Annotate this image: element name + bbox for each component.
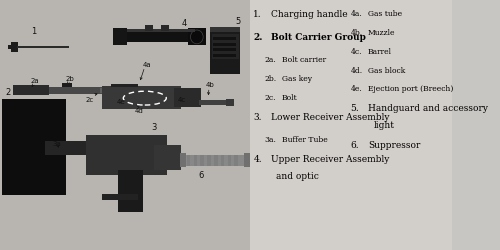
Bar	[234, 156, 238, 166]
Bar	[160, 26, 169, 32]
Bar	[212, 54, 236, 58]
Text: Muzzle: Muzzle	[368, 29, 396, 37]
Text: Bolt Carrier Group: Bolt Carrier Group	[270, 33, 366, 42]
Bar	[228, 156, 231, 166]
Bar	[187, 156, 190, 166]
Text: 4a: 4a	[142, 62, 151, 68]
Bar	[251, 0, 452, 250]
Bar	[17, 47, 69, 49]
Text: 4b: 4b	[206, 82, 214, 88]
Bar	[210, 30, 240, 75]
Bar	[244, 154, 250, 168]
Bar	[145, 26, 153, 32]
Text: 2a: 2a	[31, 78, 40, 84]
Text: 2c.: 2c.	[264, 94, 276, 102]
Bar	[62, 84, 72, 88]
Bar	[45, 141, 104, 155]
Text: 4d.: 4d.	[350, 66, 363, 74]
Text: 4e.: 4e.	[350, 85, 362, 93]
Bar	[12, 86, 49, 96]
Text: 2b: 2b	[66, 76, 74, 82]
Text: Ejection port (Breech): Ejection port (Breech)	[368, 85, 453, 93]
Text: 3a.: 3a.	[264, 135, 276, 143]
Text: 1: 1	[32, 26, 36, 36]
Bar	[212, 38, 236, 41]
Text: 3.: 3.	[254, 112, 262, 121]
Bar	[12, 43, 18, 52]
Bar	[113, 32, 202, 42]
Bar	[188, 29, 206, 46]
Bar	[181, 155, 246, 166]
Text: Handguard and accessory: Handguard and accessory	[368, 104, 488, 113]
Text: Gas block: Gas block	[368, 66, 405, 74]
Bar	[200, 156, 204, 166]
Text: 3a: 3a	[52, 140, 61, 146]
Text: 6.: 6.	[350, 140, 360, 149]
Bar	[113, 29, 126, 46]
Text: 2a.: 2a.	[264, 56, 276, 64]
Text: Barrel: Barrel	[368, 48, 392, 56]
Text: 4e: 4e	[117, 99, 126, 105]
Text: Bolt carrier: Bolt carrier	[282, 56, 326, 64]
Text: 4d: 4d	[135, 108, 143, 114]
Text: 4: 4	[182, 19, 187, 28]
Text: 4c: 4c	[178, 97, 186, 103]
Bar	[102, 86, 181, 110]
Ellipse shape	[190, 31, 203, 44]
Text: Bolt: Bolt	[282, 94, 298, 102]
Text: 5.: 5.	[350, 104, 360, 113]
Bar	[102, 194, 138, 200]
Bar	[174, 89, 202, 108]
Text: 1.: 1.	[254, 10, 262, 19]
Bar	[194, 156, 198, 166]
Text: 2: 2	[6, 88, 10, 96]
Bar	[207, 156, 211, 166]
Bar	[0, 0, 251, 250]
Text: 4a.: 4a.	[350, 10, 362, 18]
Bar	[214, 156, 218, 166]
Text: 4b.: 4b.	[350, 29, 363, 37]
Bar	[212, 44, 236, 46]
Text: 2c: 2c	[85, 96, 94, 102]
Bar	[126, 30, 194, 33]
Bar	[100, 88, 111, 94]
Text: 4.: 4.	[254, 154, 262, 163]
Bar	[111, 85, 138, 88]
Bar	[12, 88, 112, 94]
Text: 6: 6	[198, 170, 204, 179]
Bar	[226, 100, 234, 106]
Text: 4c.: 4c.	[350, 48, 362, 56]
Bar	[210, 28, 240, 32]
Text: Suppressor: Suppressor	[368, 140, 420, 149]
Text: Charging handle: Charging handle	[270, 10, 347, 19]
Text: 3: 3	[152, 122, 157, 131]
Text: 2b.: 2b.	[264, 75, 277, 83]
Text: and optic: and optic	[276, 171, 319, 180]
Bar	[180, 154, 186, 168]
Bar	[2, 100, 66, 195]
Bar	[212, 35, 239, 60]
Text: Upper Receiver Assembly: Upper Receiver Assembly	[270, 154, 389, 163]
Bar	[212, 49, 236, 52]
Text: light: light	[374, 121, 394, 130]
Bar	[118, 170, 142, 212]
Text: Gas tube: Gas tube	[368, 10, 402, 18]
Bar	[86, 135, 168, 175]
Bar	[199, 101, 228, 105]
Bar	[221, 156, 224, 166]
Bar	[8, 46, 12, 50]
Bar	[250, 0, 452, 250]
Text: Gas key: Gas key	[282, 75, 312, 83]
Text: Buffer Tube: Buffer Tube	[282, 135, 328, 143]
Text: 5: 5	[236, 17, 240, 26]
Text: Lower Receiver Assembly: Lower Receiver Assembly	[270, 112, 389, 121]
Bar	[154, 145, 181, 170]
Text: 2.: 2.	[254, 33, 263, 42]
